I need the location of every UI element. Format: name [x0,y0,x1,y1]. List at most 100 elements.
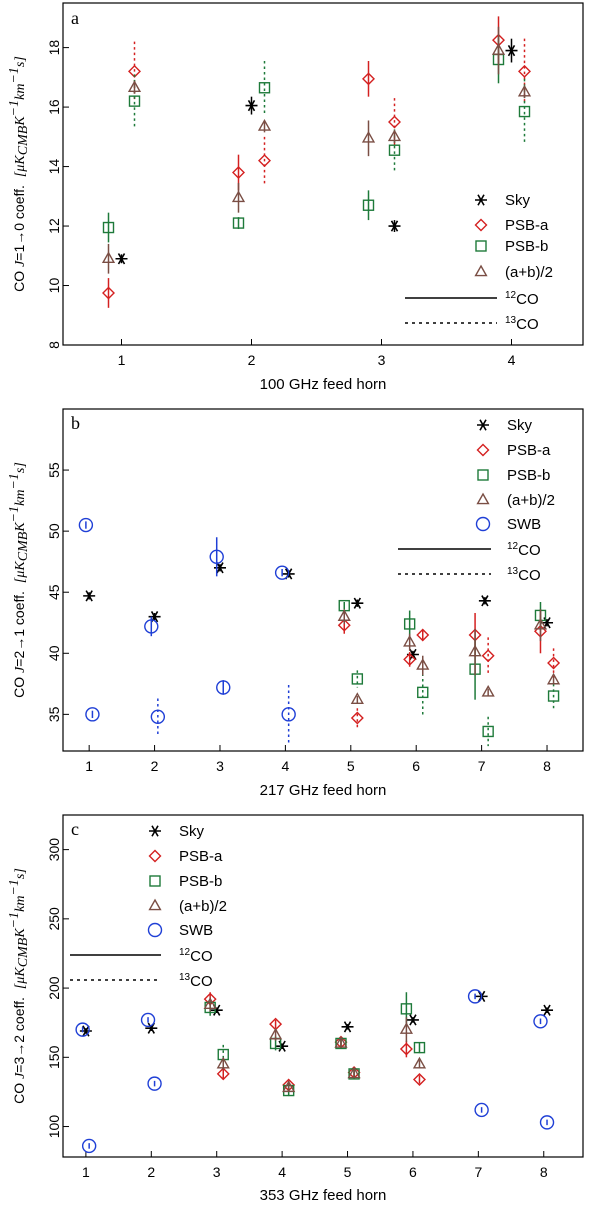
data-point-swb [147,1076,162,1091]
data-point-psba [416,628,430,642]
data-point-swb [209,549,224,564]
panel-b-frame [62,408,584,752]
x-tick-label: 6 [412,758,420,774]
data-point-psba [547,656,561,670]
x-tick-label: 4 [278,1164,286,1180]
panel-a-legend-psba: PSB-a [505,217,549,234]
x-tick-label: 5 [344,1164,352,1180]
panel-a-marks [101,16,532,308]
panel-b-ylabel-sub: CMB [16,531,31,561]
panel-a-ylabel-exp2: −1 [7,67,22,83]
x-tick-label: 1 [82,1164,90,1180]
panel-b-legend-12co: 12CO [507,541,541,559]
panel-a-legend-psba-marker [474,218,488,232]
data-point-psbb [232,217,245,229]
data-point-psba [388,115,401,129]
x-tick-label: 4 [508,352,516,368]
x-tick-label: 8 [540,1164,548,1180]
data-point-psba [481,649,495,663]
panel-c-legend-sky: Sky [179,823,205,840]
panel-b-legend-psba-marker [476,443,490,457]
data-point-ab2 [257,118,272,131]
x-tick-label: 2 [151,758,159,774]
panel-b-ylabel-j: J [13,666,28,673]
x-tick-label: 7 [478,758,486,774]
x-tick-label: 4 [281,758,289,774]
panel-c-legend: Sky PSB-a PSB-b (a+b)/2 SWB 12CO 13CO [70,823,227,990]
data-point-psba [518,64,531,78]
panel-c-ylabel-trans: =3→2 coeff. [11,997,27,1073]
panel-b-xlabel: 217 GHz feed horn [260,782,387,799]
data-point-psbb [351,673,364,685]
data-point-sky [541,1004,554,1016]
data-point-sky [276,1040,289,1052]
data-point-psbb [413,1041,426,1054]
data-point-psbb [388,144,401,156]
y-tick-label: 14 [46,159,62,175]
data-point-psbb [400,1003,413,1015]
x-tick-label: 5 [347,758,355,774]
data-point-psba [403,652,417,666]
data-point-psbb [482,725,494,738]
data-point-sky [145,1022,158,1034]
svg-text:CO J=1→0 coeff.[μKCMBK−1km−1s]: CO J=1→0 coeff.[μKCMBK−1km−1s] [7,56,31,292]
x-tick-label: 1 [118,352,126,368]
legend-marker-psba [148,849,162,863]
data-point-swb [78,517,94,533]
legend-marker-swb [475,516,491,532]
panel-a-xlabel: 100 GHz feed horn [260,376,387,393]
data-point-ab2 [268,1027,283,1040]
panel-a-legend-13co: 13CO [505,315,539,333]
data-point-swb [281,707,296,722]
panel-b-legend-swb-marker [475,516,491,532]
legend-marker-psba [474,218,488,232]
panel-a-ylabel-j: J [13,260,28,267]
panel-c-legend-swb-marker [147,922,163,938]
data-point-swb [81,1138,97,1154]
data-point-sky [388,220,401,232]
panel-b-legend: Sky PSB-a PSB-b (a+b)/2 SWB 12CO 13CO [398,417,555,584]
panel-b-marks [78,517,561,747]
panel-c-ylabel-co: CO [11,1079,27,1104]
data-point-ab2 [399,1022,413,1034]
data-point-swb [85,707,100,722]
svg-text:CO J=3→2 coeff.[μKCMBK−1km−1s]: CO J=3→2 coeff.[μKCMBK−1km−1s] [7,868,31,1104]
svg-text:CO J=2→1 coeff.[μKCMBK−1km−1s]: CO J=2→1 coeff.[μKCMBK−1km−1s] [7,462,31,698]
panel-c-ylabel: CO J=3→2 coeff.[μKCMBK−1km−1s] [7,868,31,1104]
panel-c-ticks: 1 2 3 4 5 6 7 8 100 150 200 250 300 [46,838,548,1180]
panel-c-legend-sky-marker [149,825,161,837]
y-tick-label: 12 [46,218,62,234]
panel-a-ylabel-unit: [μK [13,155,28,177]
x-tick-label: 2 [147,1164,155,1180]
data-point-swb [274,565,290,580]
data-point-psbb [417,686,429,699]
panel-c-legend-psba-marker [148,849,162,863]
legend-marker-psbb [475,240,487,252]
panel-b-legend-swb: SWB [507,516,541,533]
legend-marker-psbb [149,875,161,887]
panel-b-ylabel-unit2: K [13,522,28,533]
panel-a-legend-avg: (a+b)/2 [505,264,553,281]
panel-b-legend-13co: 13CO [507,566,541,584]
data-point-ab2 [491,43,506,55]
panel-b-ylabel-trans: =2→1 coeff. [11,591,27,667]
panel-b-ylabel-unit3: km [13,490,28,506]
y-tick-label: 100 [46,1115,62,1139]
data-point-psbb [128,95,141,107]
y-tick-label: 45 [46,584,62,600]
data-point-ab2 [231,190,246,203]
data-point-psba [350,711,364,725]
data-point-psba [399,1042,413,1056]
data-point-ab2 [546,672,561,685]
panel-a-legend: Sky PSB-a PSB-b (a+b)/2 12CO 13CO [405,192,553,333]
panel-a-ylabel-trans: =1→0 coeff. [11,185,27,261]
legend-marker-ab2 [474,264,488,277]
panel-a-ylabel-unit3: km [13,84,28,100]
panel-a-ylabel-exp1: −1 [7,100,22,116]
data-point-sky [341,1021,354,1033]
panel-c-ylabel-unit4: s] [13,868,28,879]
panel-c-legend-psba: PSB-a [179,848,223,865]
